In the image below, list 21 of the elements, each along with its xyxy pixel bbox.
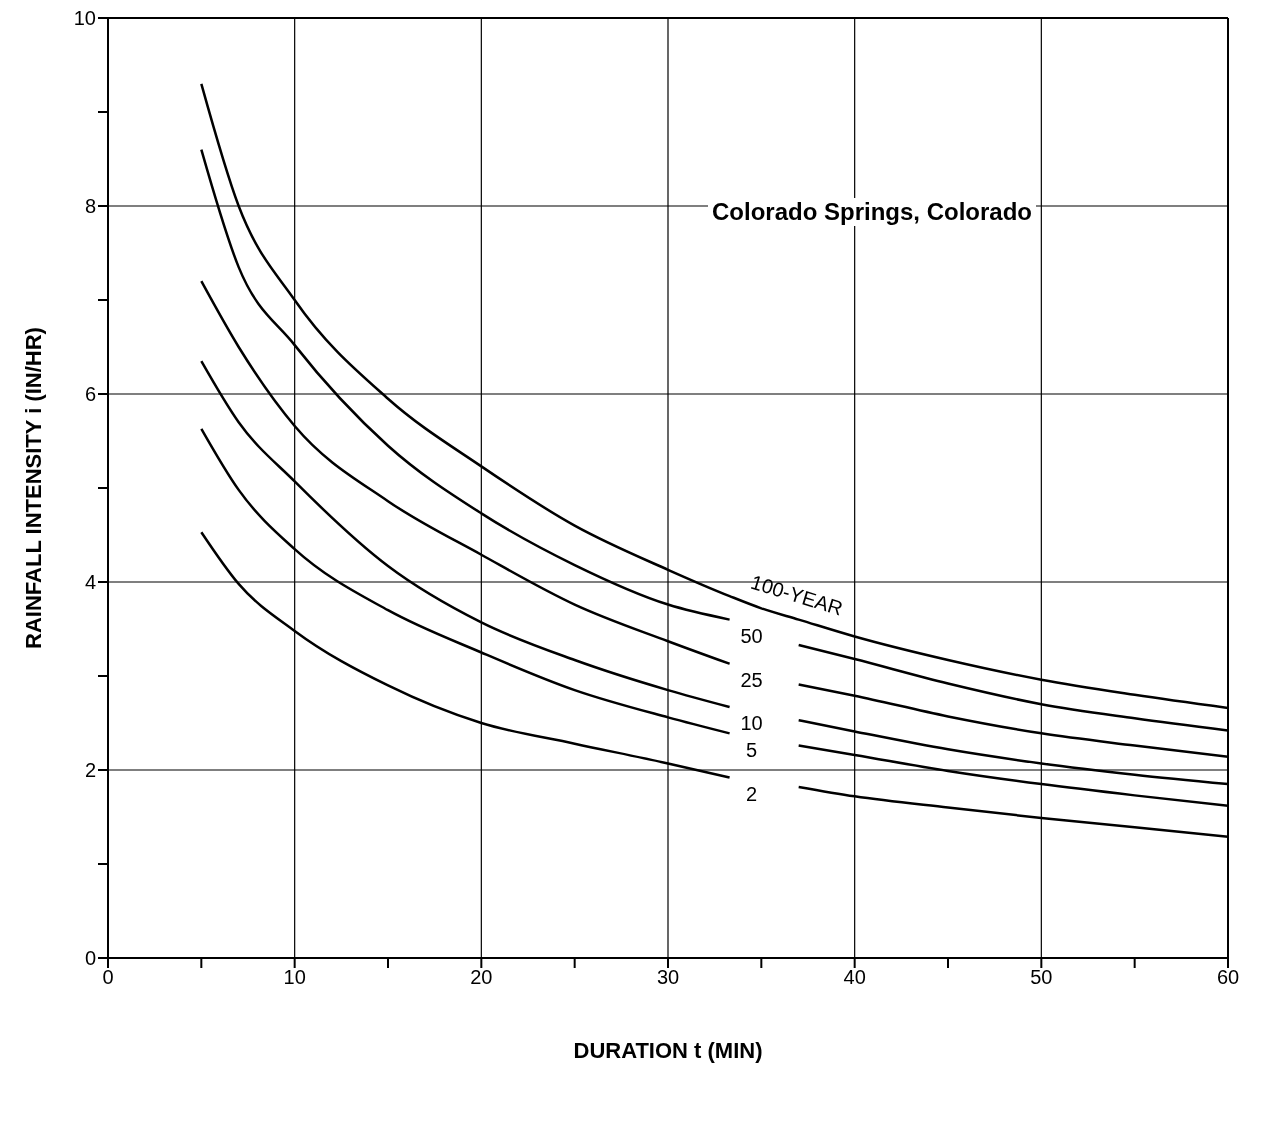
series-label: 10 (740, 712, 763, 735)
x-tick-label: 40 (843, 966, 866, 989)
x-tick-label: 10 (283, 966, 306, 989)
x-tick-label: 50 (1030, 966, 1053, 989)
series-label: 2 (746, 782, 758, 805)
x-tick-label: 0 (102, 966, 114, 989)
y-axis-title: RAINFALL INTENSITY i (IN/HR) (20, 327, 46, 649)
series-label: 50 (740, 624, 763, 647)
series-label: 5 (746, 738, 758, 761)
y-tick-label: 4 (84, 571, 96, 594)
y-tick-label: 0 (84, 947, 96, 970)
text: Colorado Springs, Colorado (708, 198, 1037, 226)
x-tick-label: 30 (656, 966, 680, 989)
y-tick-label: 8 (84, 195, 96, 218)
y-tick-label: 10 (73, 7, 96, 30)
y-tick-label: 6 (84, 383, 96, 406)
x-tick-label: 60 (1216, 966, 1240, 989)
series-label: 25 (740, 669, 763, 692)
x-tick-label: 20 (470, 966, 493, 989)
y-tick-label: 2 (84, 759, 96, 782)
x-axis-title: DURATION t (MIN) (573, 1038, 763, 1063)
